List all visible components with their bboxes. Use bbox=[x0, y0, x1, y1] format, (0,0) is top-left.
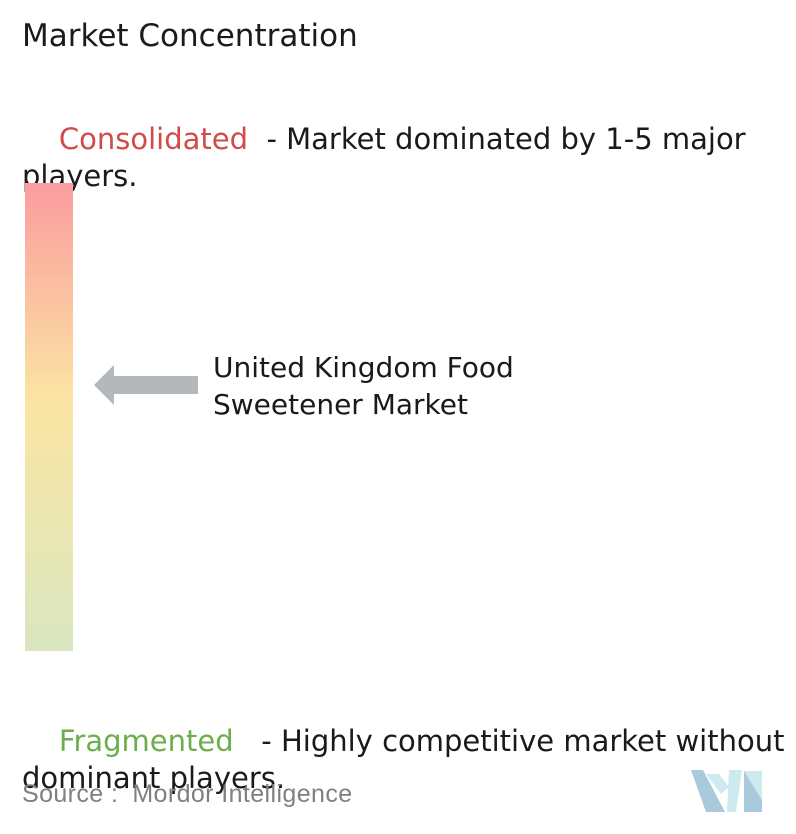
logo-right-block bbox=[744, 771, 762, 812]
fragmented-label: Fragmented bbox=[58, 724, 234, 758]
logo-left-diagonal bbox=[691, 770, 725, 812]
logo-middle-bar bbox=[727, 770, 742, 812]
left-arrow-icon bbox=[94, 365, 198, 405]
market-annotation-line2: Sweetener Market bbox=[213, 388, 468, 421]
source-value: Mordor Intelligence bbox=[132, 780, 353, 808]
market-annotation-line1: United Kingdom Food bbox=[213, 351, 514, 384]
logo-top-accent bbox=[706, 774, 729, 794]
source-label: Source : bbox=[22, 780, 119, 808]
fragmented-text: - Highly competitive market without domi… bbox=[22, 724, 794, 795]
left-arrow-shape bbox=[94, 365, 198, 405]
consolidated-description: Consolidated - Market dominated by 1-5 m… bbox=[22, 84, 767, 232]
concentration-gradient-bar bbox=[25, 183, 73, 651]
consolidated-label: Consolidated bbox=[58, 122, 249, 156]
consolidated-text: - Market dominated by 1-5 major players. bbox=[22, 122, 755, 193]
mordor-intelligence-logo bbox=[691, 770, 762, 812]
page-title: Market Concentration bbox=[22, 18, 358, 54]
market-annotation: United Kingdom Food Sweetener Market bbox=[213, 349, 514, 423]
fragmented-description: Fragmented - Highly competitive market w… bbox=[22, 686, 796, 834]
source-attribution: Source : Mordor Intelligence bbox=[22, 780, 353, 809]
